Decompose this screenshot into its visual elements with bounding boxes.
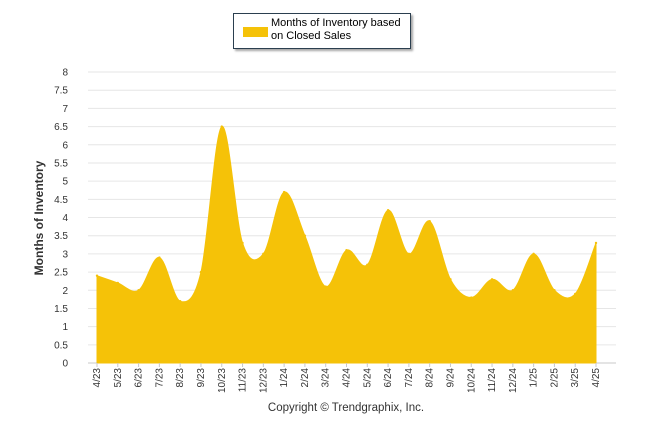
y-tick-label: 6 — [62, 140, 68, 151]
data-point — [553, 289, 556, 292]
x-tick-label: 3/24 — [321, 368, 332, 388]
data-point — [95, 274, 99, 277]
y-tick-label: 0 — [62, 359, 68, 370]
legend-label-line-1: Months of Inventory based — [271, 17, 401, 29]
x-tick-label: 3/25 — [570, 368, 581, 388]
x-tick-label: 6/23 — [134, 368, 145, 388]
copyright: Copyright © Trendgraphix, Inc. — [267, 402, 425, 414]
y-tick-label: 2.5 — [54, 268, 68, 279]
data-point — [470, 296, 473, 299]
data-point — [594, 241, 598, 245]
y-tick-label: 0.5 — [54, 340, 68, 351]
y-tick-label: 4 — [62, 213, 68, 224]
y-tick-label: 2 — [62, 286, 68, 297]
x-tick-label: 1/24 — [279, 368, 290, 388]
data-point — [345, 249, 348, 252]
data-point — [386, 209, 390, 212]
y-axis-label: Months of Inventory — [32, 160, 46, 276]
x-tick-label: 7/24 — [404, 368, 415, 388]
x-tick-label: 2/24 — [300, 368, 311, 388]
x-tick-label: 12/23 — [258, 368, 269, 393]
data-point — [449, 278, 452, 281]
x-tick-label: 5/23 — [113, 368, 124, 388]
x-tick-label: 7/23 — [154, 368, 165, 388]
x-tick-label: 9/23 — [196, 368, 207, 388]
data-point — [178, 299, 182, 303]
y-tick-label: 7 — [62, 104, 68, 115]
data-point — [428, 219, 431, 223]
data-point — [532, 252, 535, 256]
x-tick-label: 11/24 — [487, 368, 498, 393]
x-tick-label: 5/24 — [362, 368, 373, 388]
legend-label: Months of Inventory based on Closed Sale… — [271, 17, 411, 43]
x-tick-label: 6/24 — [383, 368, 394, 388]
data-point — [116, 281, 119, 285]
x-tick-label: 12/24 — [508, 368, 519, 393]
data-point — [366, 263, 369, 266]
data-point — [158, 256, 161, 259]
data-point — [303, 234, 307, 237]
x-tick-label: 8/23 — [175, 368, 186, 388]
x-tick-label: 4/24 — [342, 368, 353, 388]
y-tick-label: 6.5 — [54, 122, 68, 133]
legend-swatch — [243, 27, 268, 37]
data-point — [511, 289, 515, 292]
x-tick-label: 9/24 — [445, 368, 456, 388]
y-tick-label: 1 — [62, 322, 68, 333]
data-point — [574, 292, 577, 296]
data-point — [490, 278, 494, 281]
data-point — [282, 190, 286, 194]
data-point — [324, 285, 327, 288]
legend-label-line-2: on Closed Sales — [271, 30, 352, 42]
data-point — [220, 125, 223, 128]
y-tick-label: 4.5 — [54, 195, 68, 206]
data-point — [199, 270, 203, 274]
x-tick-label: 10/24 — [466, 368, 477, 393]
x-tick-label: 2/25 — [549, 368, 560, 388]
x-tick-label: 11/23 — [238, 368, 249, 393]
x-tick-label: 4/25 — [591, 368, 602, 388]
y-tick-label: 5.5 — [54, 158, 68, 169]
data-point — [137, 289, 140, 292]
data-point — [262, 252, 265, 256]
series-area — [96, 126, 597, 364]
legend: Months of Inventory based on Closed Sale… — [233, 13, 411, 49]
data-point — [407, 252, 411, 256]
y-tick-label: 7.5 — [54, 86, 68, 97]
y-tick-label: 8 — [62, 68, 68, 79]
x-tick-label: 10/23 — [217, 368, 228, 393]
y-tick-label: 5 — [62, 177, 68, 188]
x-tick-label: 1/25 — [529, 368, 540, 388]
y-tick-label: 3.5 — [54, 231, 68, 242]
y-tick-label: 3 — [62, 249, 68, 260]
x-tick-label: 4/23 — [92, 368, 103, 388]
data-point — [241, 241, 244, 245]
y-tick-label: 1.5 — [54, 304, 68, 315]
x-tick-label: 8/24 — [425, 368, 436, 388]
